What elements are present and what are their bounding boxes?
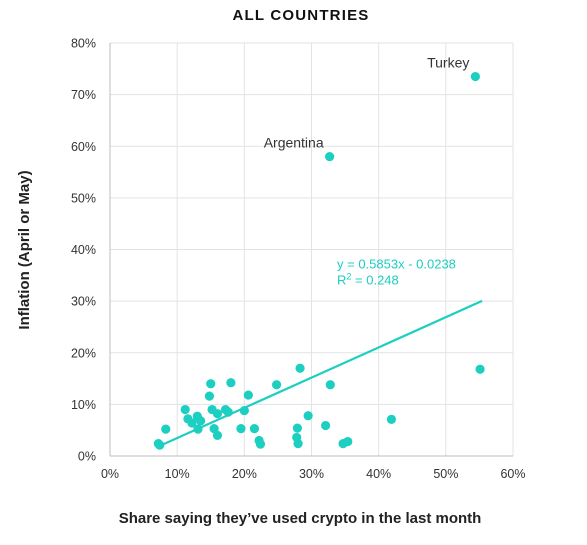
chart-title: ALL COUNTRIES — [233, 7, 370, 24]
data-point — [243, 390, 253, 400]
data-point — [321, 420, 331, 431]
y-tick-label: 50% — [71, 191, 96, 205]
y-tick-label: 40% — [71, 243, 96, 257]
data-point — [212, 430, 223, 440]
data-point — [226, 378, 236, 388]
annotations: Turkey Argentina — [264, 55, 470, 151]
data-point — [255, 439, 266, 449]
data-point — [161, 424, 171, 434]
data-point — [293, 439, 303, 449]
x-tick-label: 10% — [165, 467, 190, 481]
data-points — [153, 71, 485, 450]
data-point — [386, 414, 397, 424]
y-axis-title: Inflation (April or May) — [16, 170, 33, 329]
x-tick-label: 40% — [366, 467, 391, 481]
data-point — [212, 409, 223, 419]
y-tick-label: 10% — [71, 398, 96, 412]
point-annotation: Argentina — [264, 135, 324, 151]
data-point — [180, 404, 190, 415]
data-point — [325, 151, 335, 162]
x-axis-title: Share saying they’ve used crypto in the … — [119, 510, 482, 527]
r-squared-label: R2 = 0.248 — [337, 272, 399, 288]
data-point — [223, 407, 233, 417]
data-point — [196, 416, 206, 426]
grid — [110, 42, 514, 456]
data-point — [249, 424, 260, 434]
data-point — [295, 363, 305, 373]
point-annotation: Turkey — [427, 55, 469, 71]
data-point — [155, 440, 165, 450]
x-tick-label: 20% — [232, 467, 257, 481]
data-point — [271, 380, 282, 390]
data-point — [325, 380, 335, 390]
data-point — [303, 411, 313, 421]
tick-labels: 0% 10% 20% 30% 40% 50% 60% 0% 10% 20% 30% 40% 50% 60%… — [71, 37, 526, 482]
x-tick-label: 0% — [101, 467, 119, 481]
data-point — [187, 418, 197, 428]
data-point — [193, 424, 203, 434]
y-tick-label: 0% — [78, 450, 96, 464]
trendline-equation: y = 0.5853x - 0.0238 — [337, 257, 456, 272]
data-point — [292, 423, 302, 433]
data-point — [470, 71, 480, 82]
x-tick-label: 50% — [433, 467, 458, 481]
data-point — [338, 439, 348, 449]
data-point — [239, 405, 249, 416]
axes — [109, 43, 513, 457]
trendline — [157, 299, 483, 448]
y-tick-label: 20% — [71, 346, 96, 360]
y-tick-label: 30% — [71, 295, 96, 309]
x-tick-label: 60% — [500, 467, 525, 481]
data-point — [236, 424, 246, 434]
data-point — [475, 364, 485, 374]
data-point — [204, 391, 215, 401]
x-tick-label: 30% — [299, 467, 324, 481]
data-point — [206, 379, 216, 389]
y-tick-label: 70% — [71, 88, 96, 102]
y-tick-label: 60% — [71, 140, 96, 154]
y-tick-label: 80% — [71, 37, 96, 51]
